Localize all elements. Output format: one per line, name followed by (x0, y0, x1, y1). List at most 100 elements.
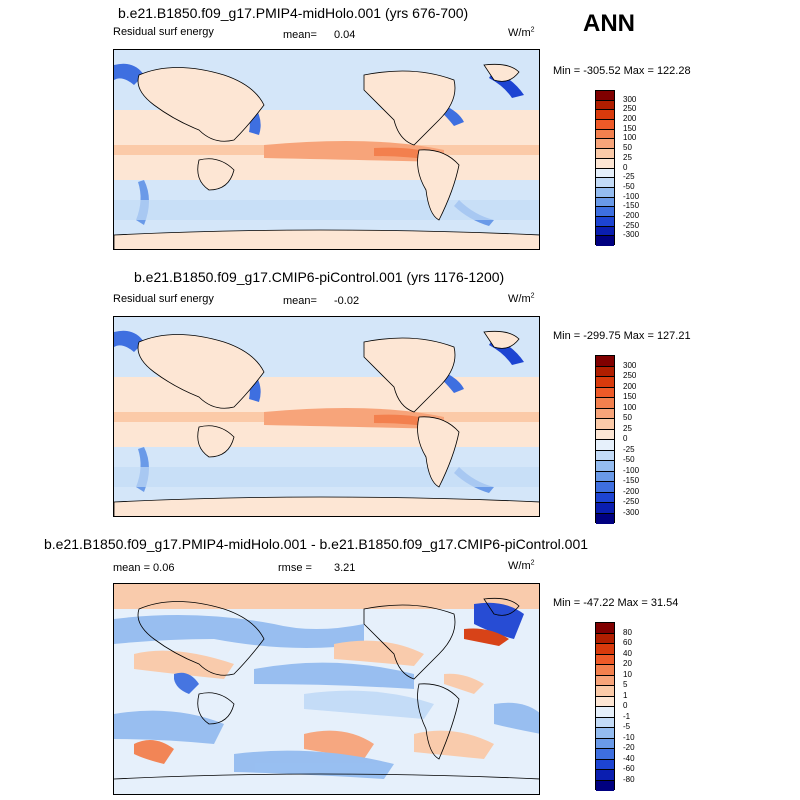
panel-2-minmax: Min = -299.75 Max = 127.21 (553, 330, 691, 342)
colorbar-tick-label: 10 (623, 669, 632, 679)
colorbar-cell (596, 696, 614, 707)
colorbar-cell (596, 482, 614, 493)
colorbar-cell (596, 110, 614, 121)
colorbar-cell (596, 644, 614, 655)
colorbar-cell (596, 408, 614, 419)
colorbar-tick-label: -200 (623, 486, 640, 496)
colorbar-tick-label: 150 (623, 123, 637, 133)
colorbar-tick-label: -25 (623, 444, 635, 454)
colorbar-cell (596, 749, 614, 760)
panel-3-minmax: Min = -47.22 Max = 31.54 (553, 597, 679, 609)
colorbar-tick-label: 40 (623, 648, 632, 658)
panel-3-mean-label: mean = 0.06 (113, 562, 175, 574)
colorbar-tick-label: 200 (623, 114, 637, 124)
colorbar-cell (596, 440, 614, 451)
colorbar-cell (596, 398, 614, 409)
panel-3-colorbar (595, 622, 615, 791)
colorbar-tick-label: 100 (623, 133, 637, 143)
colorbar-cell (596, 707, 614, 718)
colorbar-cell (596, 149, 614, 159)
colorbar-cell (596, 738, 614, 749)
colorbar-cell (596, 91, 614, 101)
panel-3-rmse-value: 3.21 (334, 562, 356, 574)
panel-2-units: W/m2 (508, 292, 535, 305)
colorbar-tick-label: -100 (623, 191, 640, 201)
colorbar-tick-label: -150 (623, 476, 640, 485)
colorbar-cell (596, 717, 614, 728)
panel-3-map (113, 583, 540, 795)
colorbar-tick-label: 80 (623, 627, 632, 637)
panel-2-mean-value: -0.02 (334, 295, 360, 307)
panel-2-title: b.e21.B1850.f09_g17.CMIP6-piControl.001 … (134, 269, 505, 285)
colorbar-tick-label: -50 (623, 455, 635, 464)
panel-1-mean-label: mean= (283, 29, 317, 41)
colorbar-cell (596, 197, 614, 208)
colorbar-cell (596, 236, 614, 246)
colorbar-cell (596, 419, 614, 430)
colorbar-cell (596, 461, 614, 472)
colorbar-cell (596, 429, 614, 440)
panel-3-units: W/m2 (508, 559, 535, 572)
colorbar-tick-label: 25 (623, 152, 632, 162)
colorbar-tick-label: -250 (623, 497, 640, 506)
colorbar-tick-label: 5 (623, 680, 628, 689)
colorbar-cell (596, 366, 614, 377)
colorbar-cell (596, 780, 614, 791)
colorbar-tick-label: 250 (623, 371, 637, 380)
colorbar-cell (596, 139, 614, 150)
colorbar-tick-label: -25 (623, 172, 635, 182)
colorbar-cell (596, 120, 614, 130)
panel-2-variable-label: Residual surf energy (113, 293, 214, 305)
colorbar-cell (596, 100, 614, 111)
colorbar-tick-label: 250 (623, 104, 637, 114)
colorbar-tick-label: 0 (623, 701, 628, 710)
colorbar-tick-label: -200 (623, 210, 640, 220)
colorbar-cell (596, 178, 614, 188)
colorbar-tick-label: 100 (623, 402, 637, 412)
colorbar-cell (596, 129, 614, 140)
colorbar-tick-label: -300 (623, 507, 640, 517)
colorbar-tick-label: 0 (623, 434, 628, 443)
colorbar-cell (596, 187, 614, 198)
colorbar-cell (596, 356, 614, 367)
colorbar-tick-label: -5 (623, 722, 631, 731)
colorbar-cell (596, 728, 614, 739)
panel-1-title: b.e21.B1850.f09_g17.PMIP4-midHolo.001 (y… (118, 5, 469, 21)
colorbar-tick-label: -20 (623, 743, 635, 752)
colorbar-cell (596, 216, 614, 227)
colorbar-cell (596, 770, 614, 781)
panel-1-units: W/m2 (508, 26, 535, 39)
colorbar-tick-label: 1 (623, 690, 628, 700)
colorbar-tick-label: -50 (623, 181, 635, 191)
colorbar-tick-label: 150 (623, 392, 637, 401)
colorbar-tick-label: -150 (623, 201, 640, 211)
colorbar-tick-label: -100 (623, 465, 640, 475)
colorbar-tick-label: 50 (623, 143, 632, 153)
colorbar-cell (596, 226, 614, 237)
panel-1-mean-value: 0.04 (334, 29, 356, 41)
colorbar-tick-label: 20 (623, 659, 632, 668)
colorbar-tick-label: -300 (623, 230, 640, 240)
colorbar-cell (596, 623, 614, 634)
panel-2-map (113, 316, 540, 517)
panel-1-map (113, 49, 540, 250)
colorbar-cell (596, 168, 614, 179)
colorbar-tick-label: 25 (623, 423, 632, 433)
colorbar-cell (596, 471, 614, 482)
colorbar-cell (596, 207, 614, 217)
colorbar-cell (596, 377, 614, 388)
panel-1-variable-label: Residual surf energy (113, 26, 214, 38)
colorbar-cell (596, 450, 614, 461)
colorbar-cell (596, 503, 614, 514)
colorbar-tick-label: -80 (623, 774, 635, 784)
panel-3-title: b.e21.B1850.f09_g17.PMIP4-midHolo.001 - … (44, 536, 589, 552)
colorbar-tick-label: 300 (623, 94, 637, 104)
colorbar-tick-label: 200 (623, 381, 637, 391)
colorbar-cell (596, 654, 614, 665)
panel-1-minmax: Min = -305.52 Max = 122.28 (553, 65, 691, 77)
colorbar-tick-label: -10 (623, 732, 635, 742)
season-label: ANN (583, 10, 635, 37)
colorbar-cell (596, 387, 614, 398)
panel-2-colorbar (595, 355, 615, 524)
colorbar-tick-label: -1 (623, 711, 631, 721)
